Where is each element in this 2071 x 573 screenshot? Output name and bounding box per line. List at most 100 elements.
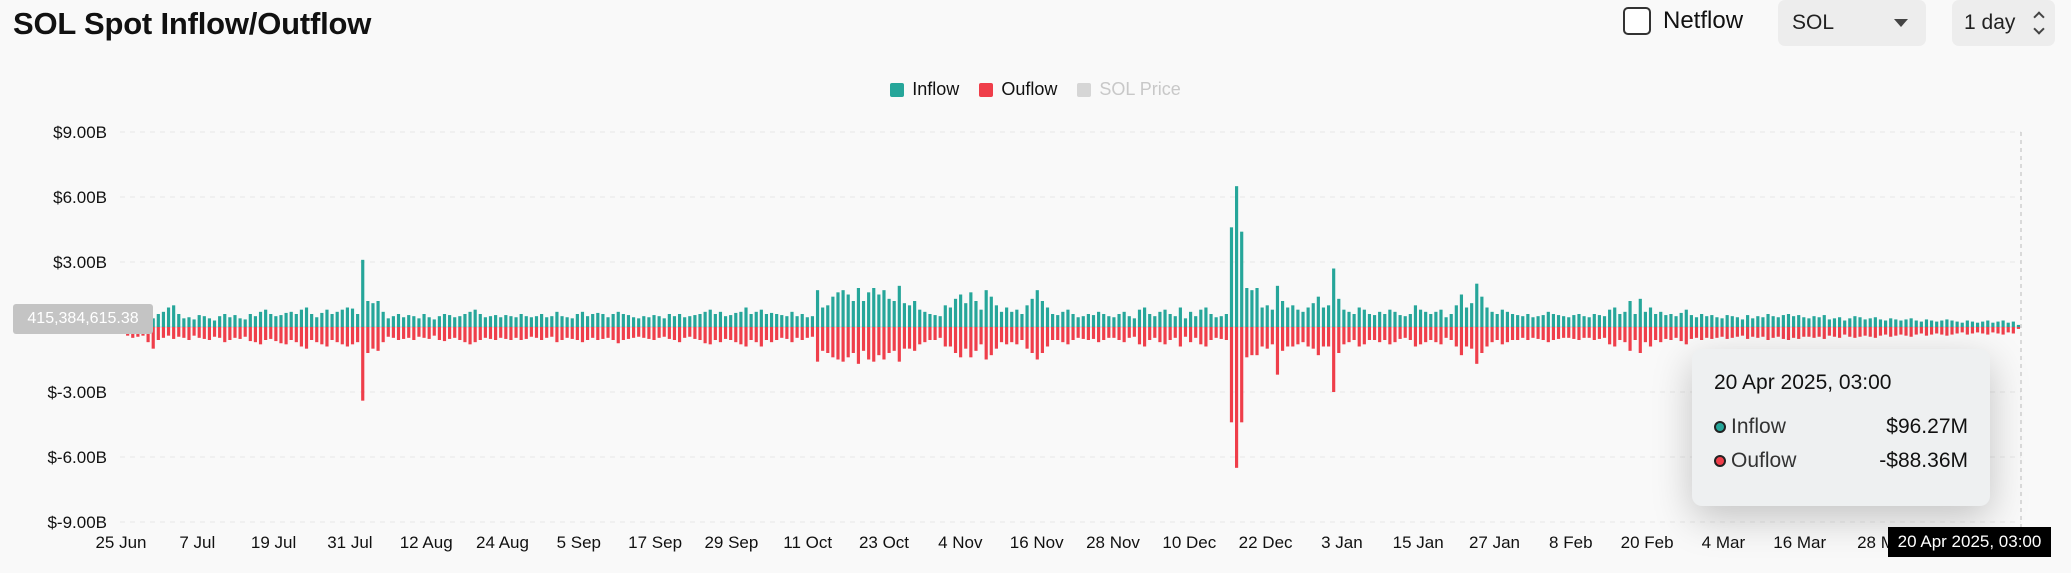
inflow-bar [2011, 321, 2015, 327]
outflow-bar [1894, 327, 1898, 336]
outflow-bar [540, 327, 544, 340]
inflow-bar [1408, 314, 1412, 327]
outflow-bar [1321, 327, 1326, 347]
outflow-bar [1633, 327, 1637, 340]
outflow-bar [258, 327, 263, 345]
inflow-bar [1245, 288, 1249, 327]
inflow-bar [662, 318, 666, 327]
outflow-bar [1945, 327, 1949, 336]
inflow-bar [810, 316, 815, 327]
outflow-bar [683, 327, 687, 338]
outflow-bar [775, 327, 779, 340]
inflow-bar [1756, 316, 1760, 327]
outflow-bar [984, 327, 988, 360]
inflow-bar [769, 312, 774, 327]
inflow-bar [1316, 296, 1320, 327]
outflow-bar [1045, 327, 1050, 347]
outflow-bar [575, 327, 579, 340]
outflow-bar [677, 327, 682, 343]
inflow-bar [1843, 320, 1847, 327]
outflow-bar [1127, 327, 1131, 338]
inflow-bar [1889, 318, 1893, 327]
inflow-bar [258, 311, 263, 327]
legend-item-price[interactable]: SOL Price [1077, 79, 1181, 100]
outflow-bar [350, 327, 355, 345]
inflow-bar [274, 316, 278, 327]
outflow-bar [805, 327, 809, 338]
outflow-bar [1935, 327, 1939, 334]
outflow-bar [1362, 327, 1366, 345]
x-tick-label: 10 Dec [1162, 533, 1216, 552]
inflow-bar [856, 288, 861, 327]
coin-select[interactable]: SOL [1778, 0, 1926, 46]
outflow-bar [631, 327, 636, 338]
x-axis: 25 Jun 7 Jul 19 Jul 31 Jul 12 Aug 24 Aug 5 Sep… [95, 533, 1894, 552]
outflow-bar [1771, 327, 1775, 338]
inflow-bar [1654, 314, 1658, 327]
inflow-bar [1740, 319, 1745, 327]
inflow-bar [1127, 316, 1131, 327]
outflow-bar [223, 327, 227, 343]
outflow-bar [1163, 327, 1167, 345]
inflow-bar [1301, 311, 1305, 327]
inflow-bar [631, 317, 636, 327]
legend-item-inflow[interactable]: Inflow [890, 79, 959, 100]
inflow-bar [667, 314, 671, 327]
crosshair-x-label: 20 Apr 2025, 03:00 [1888, 527, 2051, 557]
outflow-bar [555, 327, 559, 343]
outflow-bar [1572, 327, 1576, 339]
inflow-bar [1444, 317, 1448, 327]
inflow-bar [1730, 316, 1734, 327]
outflow-bar [703, 327, 707, 344]
outflow-bar [1158, 327, 1162, 343]
outflow-bar [1689, 327, 1693, 339]
inflow-bar [672, 316, 677, 327]
outflow-bar [1582, 327, 1586, 338]
outflow-bar [851, 327, 855, 353]
inflow-bar [1981, 321, 1985, 327]
interval-select[interactable]: 1 day [1952, 0, 2055, 46]
outflow-bar [606, 327, 610, 338]
outflow-bar [1761, 327, 1765, 337]
outflow-bar [1725, 327, 1729, 339]
inflow-bar [621, 314, 625, 327]
inflow-bar [325, 309, 329, 327]
inflow-bar [248, 314, 252, 327]
inflow-bar [1786, 314, 1791, 327]
inflow-bar [580, 311, 585, 327]
outflow-bar [458, 327, 462, 340]
inflow-bar [1209, 314, 1213, 327]
outflow-bar [2001, 327, 2005, 335]
inflow-bar [1224, 314, 1228, 327]
tooltip-label-inflow: Inflow [1731, 415, 1786, 438]
outflow-bar [1490, 327, 1494, 343]
outflow-bar [1250, 327, 1254, 356]
outflow-bar [994, 327, 998, 349]
legend-item-outflow[interactable]: Ouflow [979, 79, 1057, 100]
inflow-bar [540, 314, 544, 327]
outflow-bar [708, 327, 712, 345]
outflow-bar [478, 327, 482, 340]
inflow-bar [1914, 320, 1918, 327]
netflow-checkbox[interactable] [1623, 7, 1651, 35]
inflow-bar [1761, 317, 1765, 327]
inflow-bar [1265, 305, 1269, 327]
inflow-bar [1143, 307, 1147, 327]
inflow-bar [1255, 288, 1259, 327]
outflow-bar [1418, 327, 1423, 345]
outflow-bar [172, 327, 176, 339]
outflow-bar [1628, 327, 1632, 351]
inflow-bar [1822, 315, 1826, 327]
outflow-bar [1025, 327, 1029, 349]
netflow-toggle[interactable]: Netflow [1623, 7, 1743, 35]
inflow-bar [1838, 317, 1842, 327]
outflow-bar [1618, 327, 1622, 340]
outflow-bar [1848, 327, 1852, 337]
tooltip-label-outflow: Ouflow [1731, 449, 1797, 472]
inflow-bar [575, 314, 579, 327]
inflow-bar [815, 290, 820, 327]
inflow-bar [1240, 231, 1244, 327]
inflow-bar [902, 303, 906, 327]
outflow-bar [197, 327, 201, 338]
